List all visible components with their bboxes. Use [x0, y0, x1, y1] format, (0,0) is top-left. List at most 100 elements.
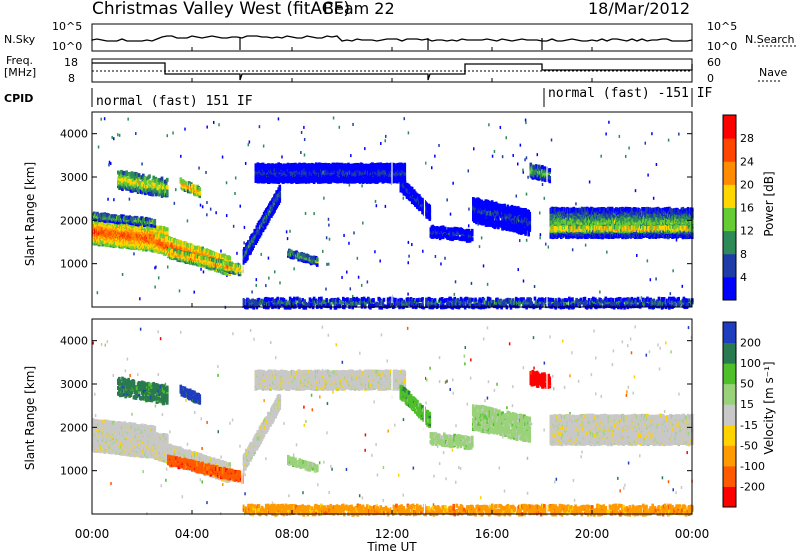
scatter-cell: [479, 245, 481, 248]
scatter-cell: [107, 198, 109, 201]
scatter-cell: [348, 242, 350, 245]
scatter-cell: [425, 162, 427, 165]
scatter-cell: [656, 163, 658, 166]
scatter-cell: [353, 231, 355, 234]
scatter-cell: [403, 117, 405, 120]
scatter-cell: [293, 267, 295, 270]
scatter-cell: [526, 193, 528, 196]
scatter-cell: [287, 237, 289, 240]
scatter-cell: [172, 131, 174, 134]
data-cell: [228, 256, 231, 260]
scatter-cell: [487, 283, 489, 286]
scatter-cell: [210, 208, 212, 211]
scatter-cell: [539, 211, 541, 214]
scatter-cell: [104, 117, 106, 120]
scatter-cell: [682, 285, 684, 288]
scatter-cell: [572, 248, 574, 251]
beam-label: Beam 22: [323, 0, 395, 18]
data-cell: [198, 187, 201, 191]
scatter-cell: [323, 197, 325, 200]
scatter-cell: [422, 250, 424, 253]
scatter-cell: [527, 176, 529, 179]
cpid-segment-1: normal (fast) 151 IF: [96, 94, 253, 109]
scatter-cell: [494, 150, 496, 153]
scatter-cell: [245, 162, 247, 165]
scatter-cell: [517, 268, 519, 271]
scatter-cell: [407, 293, 409, 296]
scatter-cell: [154, 286, 156, 289]
cpid-segment-2: normal (fast) -151 IF: [548, 86, 713, 101]
scatter-cell: [286, 230, 288, 233]
scatter-cell: [268, 257, 270, 260]
sky-left-tick-bottom: 10^0: [52, 40, 82, 53]
data-cell: [166, 178, 169, 182]
scatter-cell: [600, 155, 602, 158]
scatter-cell: [352, 123, 354, 126]
scatter-cell: [109, 161, 111, 164]
scatter-cell: [608, 121, 610, 124]
scatter-cell: [322, 250, 324, 253]
scatter-cell: [452, 182, 454, 185]
scatter-cell: [492, 155, 494, 158]
scatter-cell: [222, 156, 224, 159]
scatter-cell: [117, 133, 119, 136]
scatter-cell: [167, 134, 169, 137]
scatter-cell: [122, 273, 124, 276]
scatter-cell: [135, 132, 137, 135]
scatter-cell: [440, 262, 442, 265]
sky-left-tick-top: 10^5: [52, 20, 82, 33]
scatter-cell: [434, 155, 436, 158]
scatter-cell: [328, 224, 330, 227]
scatter-cell: [200, 268, 202, 271]
scatter-cell: [668, 139, 670, 142]
scatter-cell: [119, 134, 121, 137]
scatter-cell: [364, 147, 366, 150]
scatter-cell: [362, 222, 364, 225]
scatter-cell: [305, 212, 307, 215]
scatter-cell: [502, 155, 504, 158]
scatter-cell: [98, 146, 100, 149]
date-label: 18/Mar/2012: [588, 0, 690, 18]
scatter-cell: [129, 198, 131, 201]
sky-trace-line: [92, 36, 692, 41]
scatter-cell: [329, 238, 331, 241]
scatter-cell: [343, 234, 345, 237]
scatter-cell: [139, 297, 141, 300]
scatter-cell: [672, 269, 674, 272]
scatter-cell: [235, 176, 237, 179]
radar-title: Christmas Valley West (fitACF): [92, 0, 350, 19]
scatter-cell: [133, 252, 135, 255]
scatter-cell: [408, 255, 410, 258]
scatter-cell: [544, 197, 546, 200]
scatter-cell: [647, 174, 649, 177]
scatter-cell: [326, 263, 328, 266]
scatter-cell: [380, 142, 382, 145]
scatter-cell: [450, 213, 452, 216]
sky-left-label: N.Sky: [4, 33, 36, 46]
scatter-cell: [333, 116, 335, 119]
scatter-cell: [361, 184, 363, 187]
scatter-cell: [516, 195, 518, 198]
scatter-cell: [589, 180, 591, 183]
freq-label-2: [MHz]: [4, 66, 36, 79]
scatter-cell: [278, 117, 280, 120]
scatter-cell: [367, 280, 369, 283]
scatter-cell: [670, 292, 672, 295]
scatter-cell: [339, 126, 341, 129]
scatter-cell: [408, 131, 410, 134]
scatter-cell: [523, 280, 525, 283]
scatter-cell: [206, 213, 208, 216]
scatter-cell: [206, 201, 208, 204]
scatter-cell: [517, 162, 519, 165]
freq-right-tick-bottom: 0: [707, 72, 714, 85]
scatter-cell: [203, 270, 205, 273]
scatter-cell: [468, 208, 470, 211]
data-cell: [246, 256, 249, 260]
scatter-cell: [575, 202, 577, 205]
scatter-cell: [488, 123, 490, 126]
scatter-cell: [326, 236, 328, 239]
scatter-cell: [97, 291, 99, 294]
sky-right-tick-top: 10^5: [707, 20, 737, 33]
scatter-cell: [483, 264, 485, 267]
